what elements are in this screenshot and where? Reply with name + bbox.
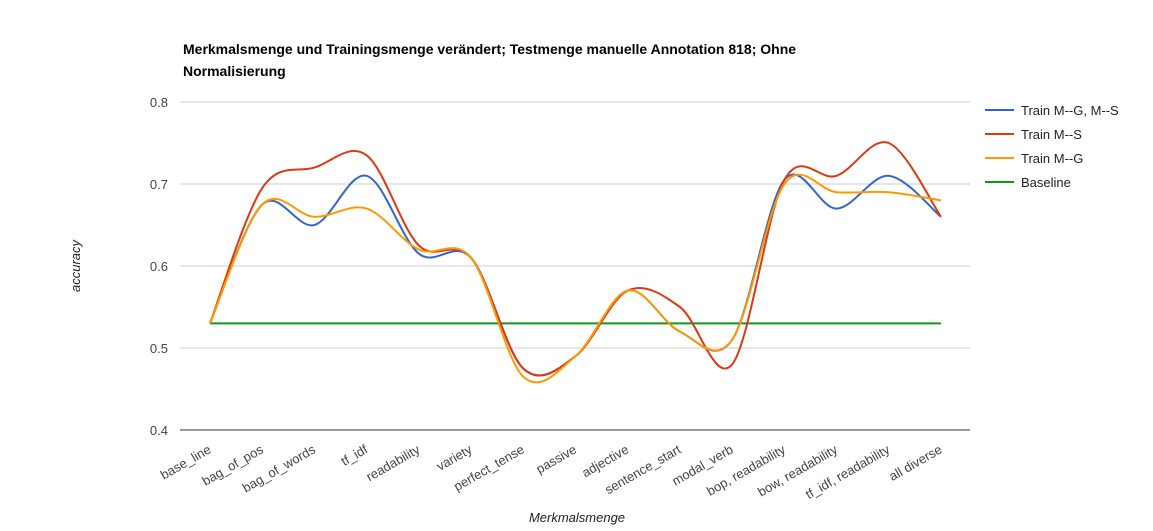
series-line-0 — [209, 173, 942, 377]
chart-title-line1: Merkmalsmenge und Trainingsmenge verände… — [183, 41, 796, 57]
y-tick-label: 0.6 — [150, 259, 168, 274]
x-tick-label: all diverse — [886, 442, 944, 484]
x-tick-label: tf_idf — [338, 441, 370, 468]
legend-label: Train M--G, M--S — [1021, 103, 1119, 118]
x-tick-label: passive — [533, 442, 579, 477]
x-axis-title: Merkmalsmenge — [529, 510, 625, 525]
y-tick-label: 0.8 — [150, 95, 168, 110]
x-tick-label: readability — [364, 441, 423, 484]
legend-label: Train M--S — [1021, 127, 1082, 142]
series-line-1 — [209, 141, 942, 377]
y-tick-label: 0.5 — [150, 341, 168, 356]
y-axis-ticks: 0.4 0.5 0.6 0.7 0.8 — [150, 95, 168, 438]
legend-label: Baseline — [1021, 175, 1071, 190]
grid — [180, 101, 970, 431]
legend-label: Train M--G — [1021, 151, 1083, 166]
y-tick-label: 0.7 — [150, 177, 168, 192]
series-lines — [209, 141, 942, 384]
series-line-2 — [209, 173, 942, 384]
x-tick-label: variety — [434, 441, 475, 473]
chart-title-line2: Normalisierung — [183, 63, 286, 79]
y-tick-label: 0.4 — [150, 423, 168, 438]
legend: Train M--G, M--S Train M--S Train M--G Base… — [985, 103, 1119, 190]
y-axis-title: accuracy — [68, 238, 83, 292]
